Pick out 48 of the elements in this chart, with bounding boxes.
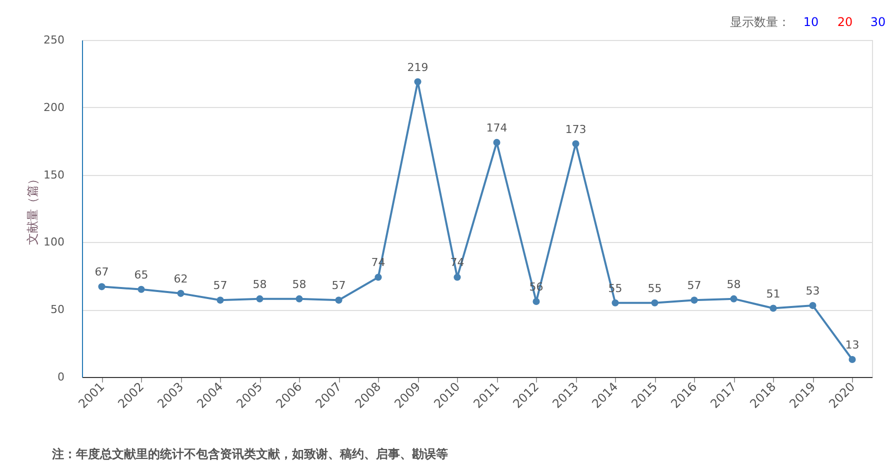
- point: [612, 299, 619, 306]
- point: [414, 78, 422, 86]
- y-tick-label: 0: [58, 370, 64, 384]
- data-label: 67: [94, 266, 109, 279]
- text: 显示数量：: [730, 15, 790, 29]
- data-label: 58: [252, 278, 267, 291]
- data-label: 57: [213, 279, 228, 292]
- data-label: 62: [174, 272, 188, 286]
- point: [730, 295, 738, 302]
- data-label: 13: [845, 338, 860, 352]
- point: [690, 296, 698, 304]
- data-label: 53: [806, 284, 820, 298]
- point: [374, 274, 382, 281]
- point: [848, 356, 856, 364]
- point: [572, 140, 580, 148]
- data-label: 57: [687, 279, 702, 292]
- point: [216, 296, 224, 304]
- data-label: 65: [134, 268, 148, 282]
- data-label: 173: [565, 122, 586, 136]
- data-label: 58: [292, 278, 306, 291]
- point: [454, 274, 461, 281]
- point: [532, 298, 540, 306]
- point: [770, 304, 777, 312]
- text: 20: [837, 15, 853, 29]
- data-label: 219: [407, 60, 428, 74]
- y-tick-label: 200: [44, 100, 64, 114]
- point: [335, 296, 342, 304]
- point: [138, 286, 145, 293]
- point: [256, 295, 264, 302]
- point: [809, 302, 816, 310]
- point: [177, 290, 184, 297]
- data-label: 51: [766, 287, 780, 300]
- data-label: 174: [486, 121, 508, 134]
- text: 10: [803, 15, 819, 29]
- text: 30: [870, 15, 886, 29]
- point: [296, 295, 303, 302]
- y-tick-label: 100: [44, 236, 64, 249]
- data-label: 55: [648, 282, 662, 295]
- point: [493, 138, 500, 146]
- point: [98, 283, 106, 290]
- data-label: 57: [332, 279, 346, 292]
- data-label: 58: [726, 278, 741, 291]
- y-tick-label: 150: [44, 168, 64, 182]
- y-axis-title: 文献量（篇）: [26, 173, 40, 245]
- point: [651, 299, 658, 306]
- y-tick-label: 250: [44, 34, 64, 46]
- text: 注：年度总文献里的统计不包含资讯类文献，如致谢、稿约、启事、勘误等: [51, 447, 448, 461]
- y-tick-label: 50: [50, 303, 64, 316]
